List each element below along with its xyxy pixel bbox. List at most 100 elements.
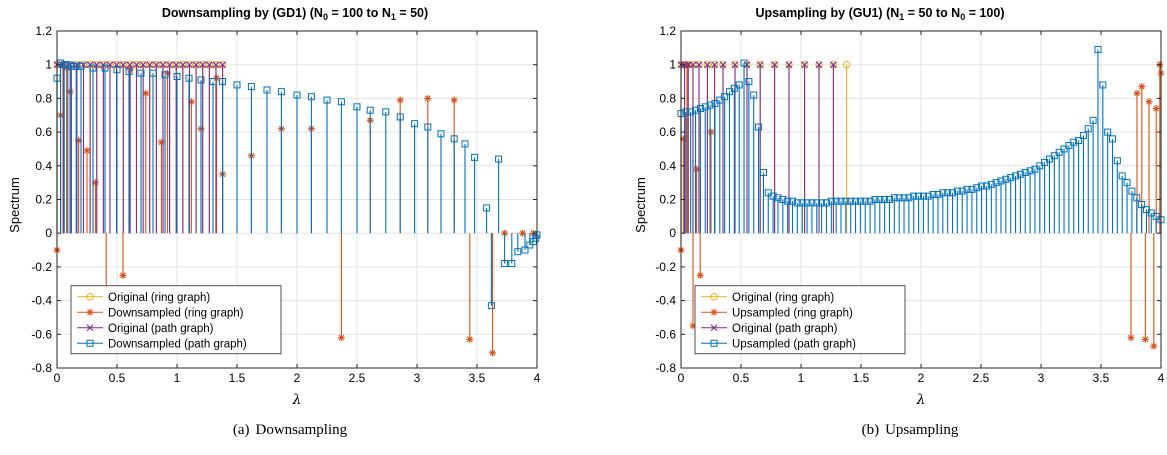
data-point [83,147,91,155]
data-point [755,123,763,131]
data-point [161,71,169,79]
y-tick-label: -0.6 [655,327,676,341]
caption-text: Upsampling [885,422,959,438]
x-tick-label: 0.5 [733,371,750,385]
data-point [209,78,217,86]
data-point [101,64,109,72]
x-tick-label: 1.5 [853,371,870,385]
data-point [91,179,99,187]
data-point [86,293,94,301]
data-point [721,93,729,101]
data-point [197,76,205,84]
data-point [471,153,479,161]
legend-label: Upsampled (ring graph) [732,307,853,319]
data-point [710,308,718,316]
data-point [199,61,207,69]
axes: 0 0.5 1 1.5 2 2.5 3 3.5 4 -0.8 -0.6 -0.4 -0.2 0 0.2 0.4… [31,24,540,385]
data-point [337,334,345,342]
legend-label: Upsampled (path graph) [732,338,856,350]
x-tick-label: 3.5 [469,371,486,385]
legend-box [694,285,906,355]
data-point [307,93,315,101]
y-tick-label: -0.8 [655,361,676,375]
x-tick-label: 1.5 [229,371,246,385]
data-point [842,197,850,205]
data-point [179,61,187,69]
data-point [692,106,700,114]
data-point [1099,81,1107,89]
data-point [695,61,703,69]
data-point [489,349,497,357]
data-point [958,187,966,195]
data-point [915,192,923,200]
data-point [682,108,690,116]
data-point [323,96,331,104]
data-point [866,197,874,205]
data-point [798,199,806,207]
data-point [827,197,835,205]
data-point [997,177,1005,185]
legend: Original (ring graph) Downsampled (ring g… [70,285,282,355]
data-point [119,61,127,69]
data-point [1079,131,1087,139]
series-4 [53,59,541,310]
data-point [929,190,937,198]
data-point [411,120,419,128]
data-point [514,248,522,256]
y-tick-label: -0.2 [655,260,676,274]
data-point [93,61,101,69]
y-tick-label: 0.4 [659,159,676,173]
data-point [219,61,226,69]
data-point [793,199,801,207]
data-point [247,83,255,91]
data-point [152,61,160,69]
legend-label: Original (path graph) [732,323,838,335]
x-tick-label: 2.5 [973,371,990,385]
data-point [424,123,432,131]
data-point [213,74,221,82]
data-point [437,130,445,138]
data-point [973,184,981,192]
data-point [1094,46,1102,54]
data-point [466,335,474,343]
data-point [353,103,361,111]
data-point [1104,128,1112,136]
caption: (b) Upsampling [660,422,1160,439]
data-point [876,196,884,203]
y-tick-label: -0.6 [31,327,52,341]
legend-label: Original (path graph) [108,323,214,335]
data-point [86,308,94,316]
data-point [186,61,193,69]
data-point [192,61,200,69]
legend: Original (ring graph) Upsampled (ring gra… [694,285,906,355]
data-point [924,192,932,200]
data-point [205,61,213,69]
data-point [992,179,1000,187]
data-point [832,197,840,205]
y-axis-label: Spectrum [633,177,648,233]
data-point [769,192,777,200]
data-point [450,96,458,104]
data-point [750,91,758,99]
y-tick-label: 1.2 [659,24,676,38]
caption-tag: (a) [232,422,250,438]
legend-label: Downsampled (ring graph) [108,307,244,319]
data-point [159,61,167,69]
data-point [774,194,782,202]
data-point [508,260,516,268]
data-point [1007,174,1015,182]
data-point [801,61,808,69]
x-tick-label: 3.5 [1093,371,1110,385]
data-point [337,98,345,106]
data-point [461,140,469,148]
y-tick-label: 0.8 [659,91,676,105]
data-point [719,61,727,69]
data-point [1152,105,1160,113]
data-point [771,61,778,69]
data-point [707,128,715,136]
data-point [1128,187,1136,195]
data-point [1002,175,1010,183]
data-point [710,339,718,347]
data-point [740,59,748,67]
data-point [424,94,432,102]
